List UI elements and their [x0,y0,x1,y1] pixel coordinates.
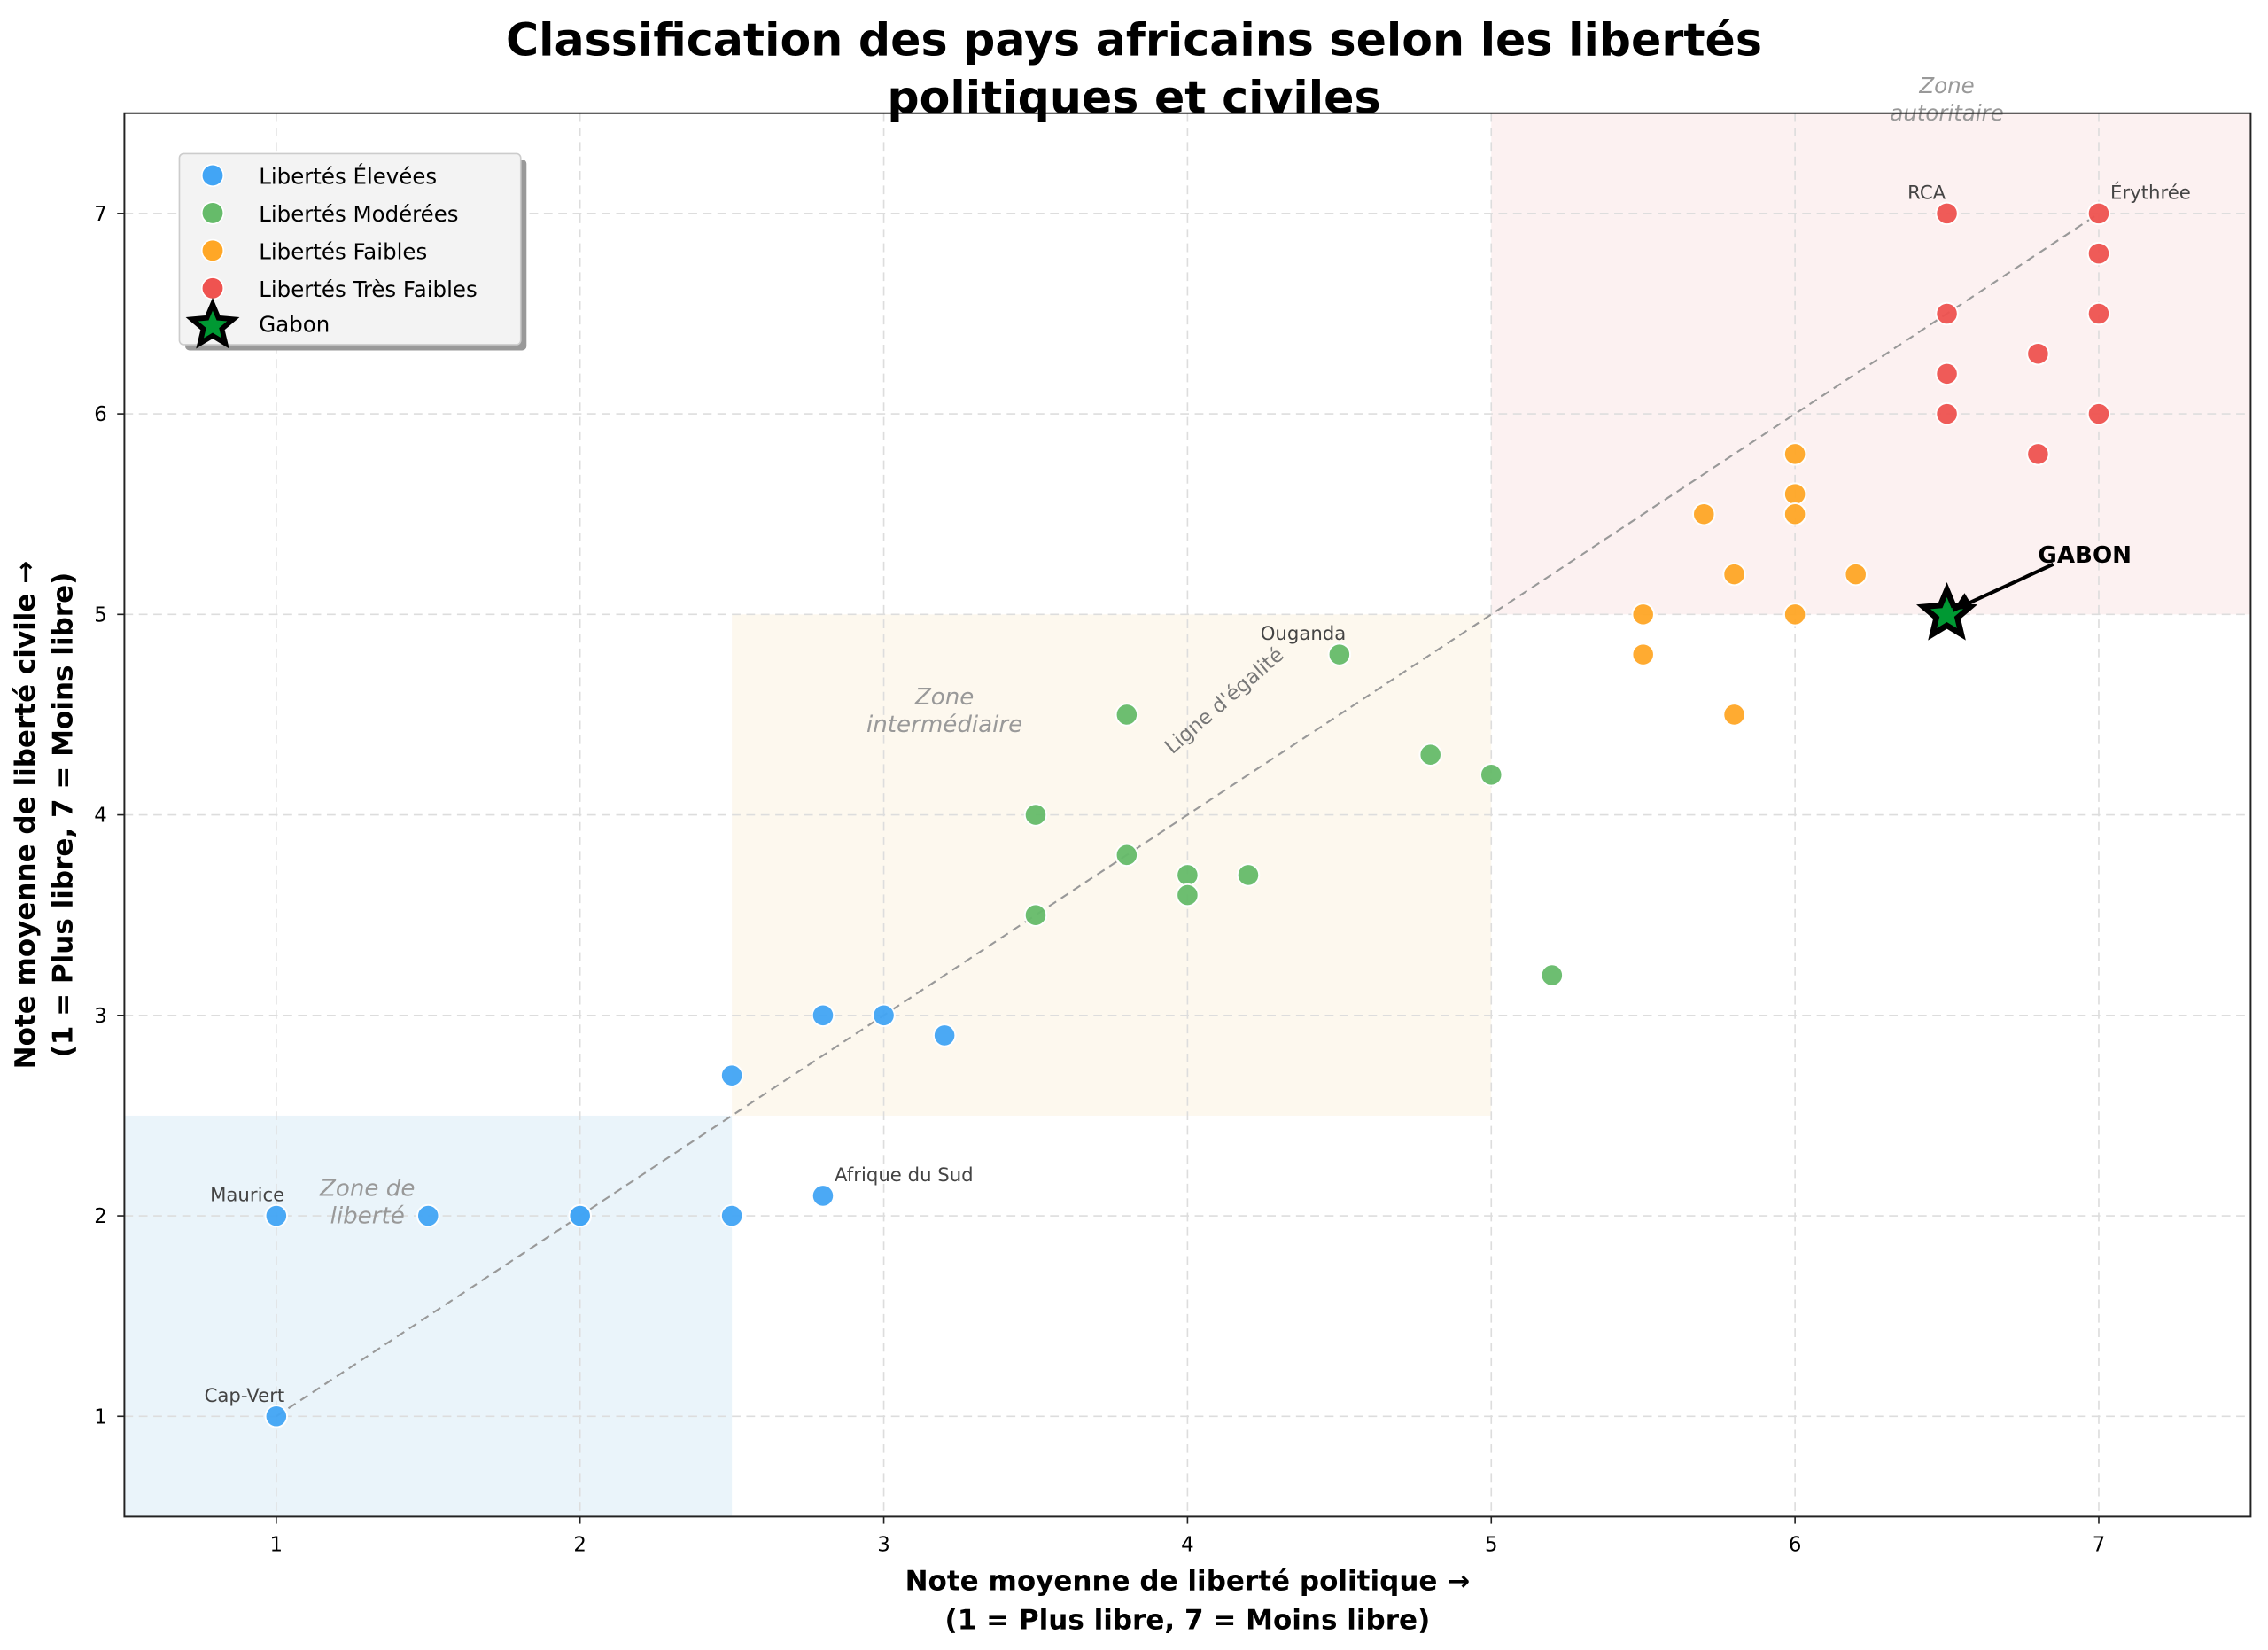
data-point [1327,642,1352,666]
data-point [1783,502,1807,526]
x-tick-label: 5 [1485,1534,1498,1557]
y-axis-label-line2: (1 = Plus libre, 7 = Moins libre) [48,572,80,1058]
gabon-arrowhead [1953,593,1974,611]
data-point [1176,883,1200,907]
x-tick-label: 6 [1789,1534,1802,1557]
legend-label: Libertés Élevées [259,164,437,190]
y-tick-label: 3 [94,1005,107,1028]
x-tick-label: 3 [877,1534,890,1557]
point-label: Érythrée [2110,182,2191,205]
data-point [932,1023,957,1047]
data-point [1935,301,1959,326]
chart-title-line1: Classification des pays africains selon … [506,13,1762,66]
data-point [1631,642,1655,666]
x-tick-label: 7 [2093,1534,2106,1557]
y-tick-label: 7 [94,203,107,226]
data-point [2086,301,2111,326]
legend-label: Libertés Très Faibles [259,276,477,302]
data-point [872,1003,896,1028]
data-point [719,1203,744,1228]
data-point [568,1203,592,1228]
data-point [1115,843,1139,868]
data-point [1935,201,1959,226]
zone-label: liberté [330,1202,405,1229]
y-tick-label: 6 [94,403,107,426]
data-point [1722,703,1746,727]
data-point [1480,763,1503,787]
data-point [1783,603,1807,627]
zone-label: Zone de [319,1175,415,1202]
data-point [1115,703,1139,727]
data-point [1844,562,1868,587]
zone-label: Zone [914,684,974,711]
legend-label: Libertés Faibles [259,239,427,265]
point-label: Ouganda [1261,623,1347,645]
chart-title-line2: politiques et civiles [887,72,1380,124]
data-point [264,1405,289,1428]
data-point [1540,963,1565,987]
y-tick-label: 2 [94,1205,107,1228]
legend-box [178,152,522,346]
y-tick-label: 1 [94,1405,107,1428]
data-point [719,1063,744,1087]
point-label: Maurice [210,1185,284,1207]
point-label: Cap-Vert [205,1385,285,1407]
legend-star-icon [185,297,240,349]
point-label: Afrique du Sud [835,1164,974,1187]
data-point [811,1184,835,1208]
data-point [416,1203,440,1228]
data-point [2086,201,2111,226]
point-label: RCA [1907,183,1946,205]
y-axis-label-line1: Note moyenne de liberté civile → [10,561,42,1070]
x-tick-label: 4 [1181,1534,1194,1557]
data-point [2026,442,2050,466]
legend-marker [200,201,225,225]
legend-label: Libertés Modérées [259,201,458,227]
data-point [1935,362,1959,386]
x-axis-label-line2: (1 = Plus libre, 7 = Moins libre) [945,1605,1431,1637]
data-point [1692,502,1716,526]
data-point [264,1203,289,1228]
data-point [1783,442,1807,466]
data-point [1023,803,1048,827]
data-point [2026,341,2050,366]
data-point [1783,482,1807,506]
data-point [2086,241,2111,266]
gabon-annotation: GABON [2038,542,2132,569]
x-tick-label: 1 [270,1534,284,1557]
data-point [1023,903,1048,927]
legend: Libertés Élevées Libertés Modérées Liberté… [178,152,527,351]
zone-label: Zone [1918,73,1974,98]
legend-marker [200,238,225,262]
data-point [1176,863,1200,887]
data-point [2086,401,2111,426]
data-point [1236,863,1261,887]
data-point [1631,603,1655,627]
x-axis-label-line1: Note moyenne de liberté politique → [905,1566,1471,1598]
y-tick-label: 4 [94,805,107,828]
x-tick-label: 2 [573,1534,586,1557]
legend-label: Gabon [259,311,330,337]
data-point [1935,401,1959,426]
y-tick-label: 5 [94,603,107,627]
data-point [1418,743,1442,767]
legend-marker [200,163,225,187]
legend-marker [200,276,225,300]
data-point [811,1003,835,1028]
data-point [1722,562,1746,587]
zone-label: intermédiaire [866,712,1022,738]
